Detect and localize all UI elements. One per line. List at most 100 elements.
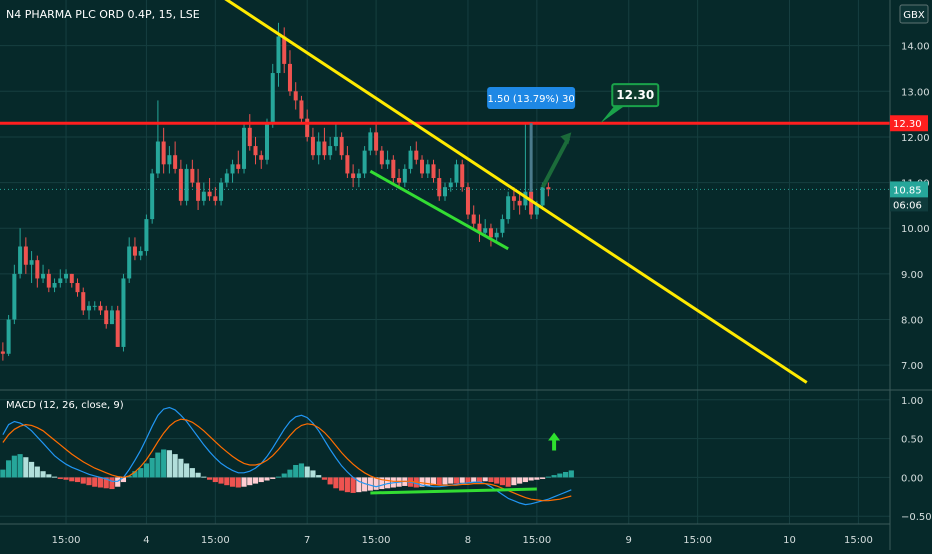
macd-histogram-bar [241,477,247,487]
macd-tick-label: 0.50 [901,435,923,446]
candle-body [253,146,258,156]
time-tick-label: 15:00 [683,535,712,546]
candle-body [471,214,476,224]
macd-histogram-bar [46,474,52,478]
time-tick-label: 15:00 [201,535,230,546]
macd-histogram-bar [92,477,98,487]
falling-wedge-support-trendline [369,169,509,251]
candle-body [460,164,465,188]
candle-body [442,187,448,197]
price-level-badge-label: 12.30 [893,119,922,130]
time-tick-label: 9 [626,535,632,546]
macd-histogram-bar [275,476,282,478]
macd-histogram-bar [229,477,236,487]
macd-histogram-bar [86,477,92,486]
macd-histogram-bar [212,477,218,483]
macd-histogram-bar [281,473,287,478]
candle-body [345,155,350,174]
candle-body [322,141,327,156]
price-level-badge-label: 10.85 [893,185,922,196]
macd-histogram-bar [522,477,528,483]
macd-histogram-bar [115,477,121,487]
candle-body [546,187,551,190]
macd-histogram-bar [373,477,379,490]
candle-body [109,310,114,325]
candle-body [379,150,384,165]
macd-histogram-bar [34,466,40,478]
macd-histogram-bar [419,477,425,487]
macd-layer [0,406,574,506]
macd-histogram-bar [103,477,109,489]
price-tick-label: 9.00 [901,270,923,281]
candle-body [494,232,499,238]
macd-histogram-bar [540,477,546,479]
macd-histogram-bar [17,454,23,478]
candle-body [6,319,11,354]
macd-tick-label: 1.00 [901,396,923,407]
candle-body [46,273,51,288]
candle-body [287,63,292,92]
macd-histogram-bar [293,464,299,478]
macd-histogram-bar [448,477,454,484]
macd-histogram-bar [161,449,167,478]
candle-body [534,205,539,215]
macd-histogram-bar [143,463,150,478]
macd-histogram-bar [23,457,29,478]
signal-line [2,418,572,502]
candle-body [236,164,241,169]
measure-label-box [487,87,576,110]
candle-body [362,150,367,174]
price-level-badge [890,181,928,198]
macd-histogram-bar [63,477,69,480]
macd-histogram-bar [155,452,161,478]
time-tick-label: 15:00 [844,535,873,546]
macd-histogram-bar [528,477,534,481]
macd-histogram-bar [545,476,551,478]
candle-body [339,136,344,156]
macd-histogram-bar [166,450,172,478]
candle-body [448,182,453,188]
candle-body [425,164,430,174]
candle-body [402,168,407,183]
macd-histogram-bar [189,468,195,478]
macd-histogram-bar [97,477,104,488]
macd-histogram-bar [321,477,328,480]
macd-histogram-bar [224,477,230,486]
macd-histogram-bar [482,477,488,482]
candle-body [356,173,361,179]
macd-title: MACD (12, 26, close, 9) [6,400,124,411]
macd-histogram-bar [201,476,207,478]
measure-label-text: 1.50 (13.79%) 30 [487,94,574,105]
candle-body [264,123,270,160]
target-callout-pointer [600,106,625,124]
candle-body [41,273,46,279]
macd-histogram-bar [430,477,437,486]
candle-body [414,150,419,160]
macd-histogram-bar [476,477,483,483]
candle-body [259,155,264,160]
macd-histogram-bar [568,470,574,478]
price-up-arrow-head [560,132,572,145]
macd-histogram-bar [252,477,259,484]
candle-body [127,246,132,279]
candle-body [196,182,201,201]
candle-body [92,305,97,307]
price-tick-label: 13.00 [901,87,930,98]
macd-histogram-bar [40,471,46,478]
candle-body [12,273,17,320]
candle-body [282,36,287,64]
macd-histogram-bar [534,477,540,480]
candle-body [465,187,470,215]
macd-histogram-bar [74,477,81,483]
currency-badge[interactable]: GBX [899,4,929,24]
candle-body [385,159,390,165]
candle-body [224,173,229,183]
candle-body [488,228,493,238]
time-tick-label: 15:00 [362,535,391,546]
candle-body [81,292,86,311]
candle-body [138,251,143,256]
candle-body [293,91,298,101]
macd-histogram-bar [362,477,368,492]
macd-histogram-bar [247,477,253,486]
